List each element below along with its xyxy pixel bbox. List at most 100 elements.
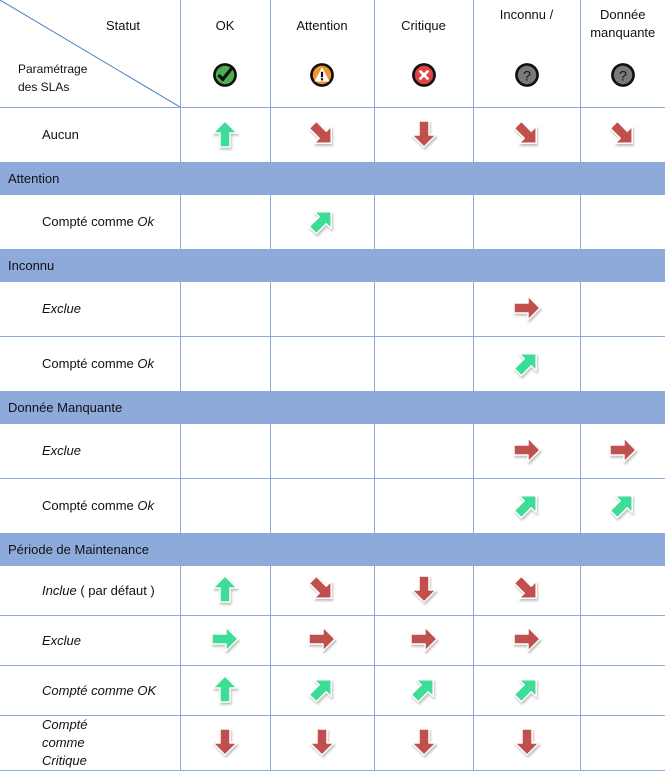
arrow-down-right-red-icon [308,120,332,144]
status-cell [373,423,474,479]
status-cell [269,281,375,337]
row-label: Exclue [0,423,181,479]
row-label: Compté comme Ok [0,194,181,250]
status-cell [179,478,271,534]
status-cell [373,281,474,337]
arrow-down-red-icon [410,727,437,756]
status-cell [373,107,474,163]
table-row: Compté comme Critique [0,715,665,771]
column-header-1: OK [179,0,271,108]
row-label-part: Exclue [42,632,82,648]
status-cell [579,423,665,479]
status-cell [579,715,665,771]
section-title: Attention [0,162,665,195]
row-label: Compté comme Ok [0,478,181,534]
column-header-5: Donnée manquante? [579,0,665,108]
status-cell [269,423,375,479]
row-label: Compté comme Ok [0,336,181,392]
status-cell [179,423,271,479]
status-cell [179,194,271,250]
column-header-2: Attention [269,0,375,108]
corner-sla-label-2: des SLAs [18,80,70,94]
arrow-up-right-green-icon [513,679,537,703]
arrow-up-green-icon [212,119,238,148]
status-cell [269,665,375,716]
row-label-part: Compté comme [42,356,138,371]
status-cell [472,194,581,250]
table-row: Inclue ( par défaut ) [0,565,665,616]
section-header-row: Donnée Manquante [0,391,665,424]
row-label-part: Ok [137,356,154,371]
status-cell [373,665,474,716]
corner-status-label: Statut [106,18,140,33]
arrow-down-red-icon [513,727,540,756]
table-row: Exclue [0,615,665,666]
status-cell [472,478,581,534]
row-label: Compté comme Critique [0,715,181,771]
table-row: Compté comme Ok [0,336,665,392]
status-cell [269,565,375,616]
arrow-up-right-green-icon [308,679,332,703]
arrow-down-red-icon [410,575,437,603]
status-cell [472,336,581,392]
status-cell [179,336,271,392]
arrow-down-red-icon [410,119,437,148]
column-header-label: Donnée manquante [590,7,656,40]
row-label-part: ( par défaut ) [76,582,155,598]
status-cell [373,194,474,250]
critical-x-icon [411,62,437,91]
arrow-up-right-green-icon [513,352,537,376]
row-label-part: Compté comme [42,498,138,513]
table-row: Aucun [0,107,665,163]
status-cell [269,107,375,163]
status-cell [179,281,271,337]
warning-icon [309,62,335,91]
arrow-up-green-icon [212,675,238,703]
corner-header-cell: Statut Paramétrage des SLAs [0,0,181,108]
status-cell [472,423,581,479]
arrow-up-right-green-icon [410,679,434,703]
status-cell [269,194,375,250]
row-label-part: Aucun [42,127,79,142]
svg-text:?: ? [619,67,627,83]
row-label-part: Ok [137,214,154,229]
arrow-down-right-red-icon [609,120,633,144]
arrow-right-red-icon [512,294,541,321]
status-cell [179,565,271,616]
row-label: Exclue [0,615,181,666]
status-cell [579,107,665,163]
row-label-part: Compté comme Critique [42,717,88,768]
table-row: Exclue [0,281,665,337]
corner-sla-label-1: Paramétrage [18,62,88,76]
row-label: Compté comme OK [0,665,181,716]
column-header-label: Critique [401,18,446,33]
arrow-right-red-icon [409,626,438,652]
status-cell [472,665,581,716]
status-cell [373,615,474,666]
status-cell [373,478,474,534]
arrow-down-right-red-icon [513,120,537,144]
row-label-part: Compté comme OK [42,682,157,698]
column-header-label: Inconnu / [499,7,554,22]
status-cell [179,107,271,163]
status-cell [472,565,581,616]
column-header-4: Inconnu /? [472,0,581,108]
diagonal-divider [0,0,180,107]
status-cell [579,336,665,392]
arrow-up-green-icon [212,575,238,603]
status-cell [579,281,665,337]
arrow-right-red-icon [512,436,541,463]
row-label-part: Compté comme [42,214,138,229]
row-label-part: Exclue [42,443,82,458]
arrow-up-right-green-icon [513,494,537,518]
header-row: Statut Paramétrage des SLAs OK Attention C… [0,0,665,108]
status-cell [373,565,474,616]
section-title: Inconnu [0,249,665,282]
table-row: Exclue [0,423,665,479]
status-cell [579,565,665,616]
arrow-down-red-icon [212,727,238,756]
status-cell [373,336,474,392]
status-cell [472,107,581,163]
status-cell [579,478,665,534]
